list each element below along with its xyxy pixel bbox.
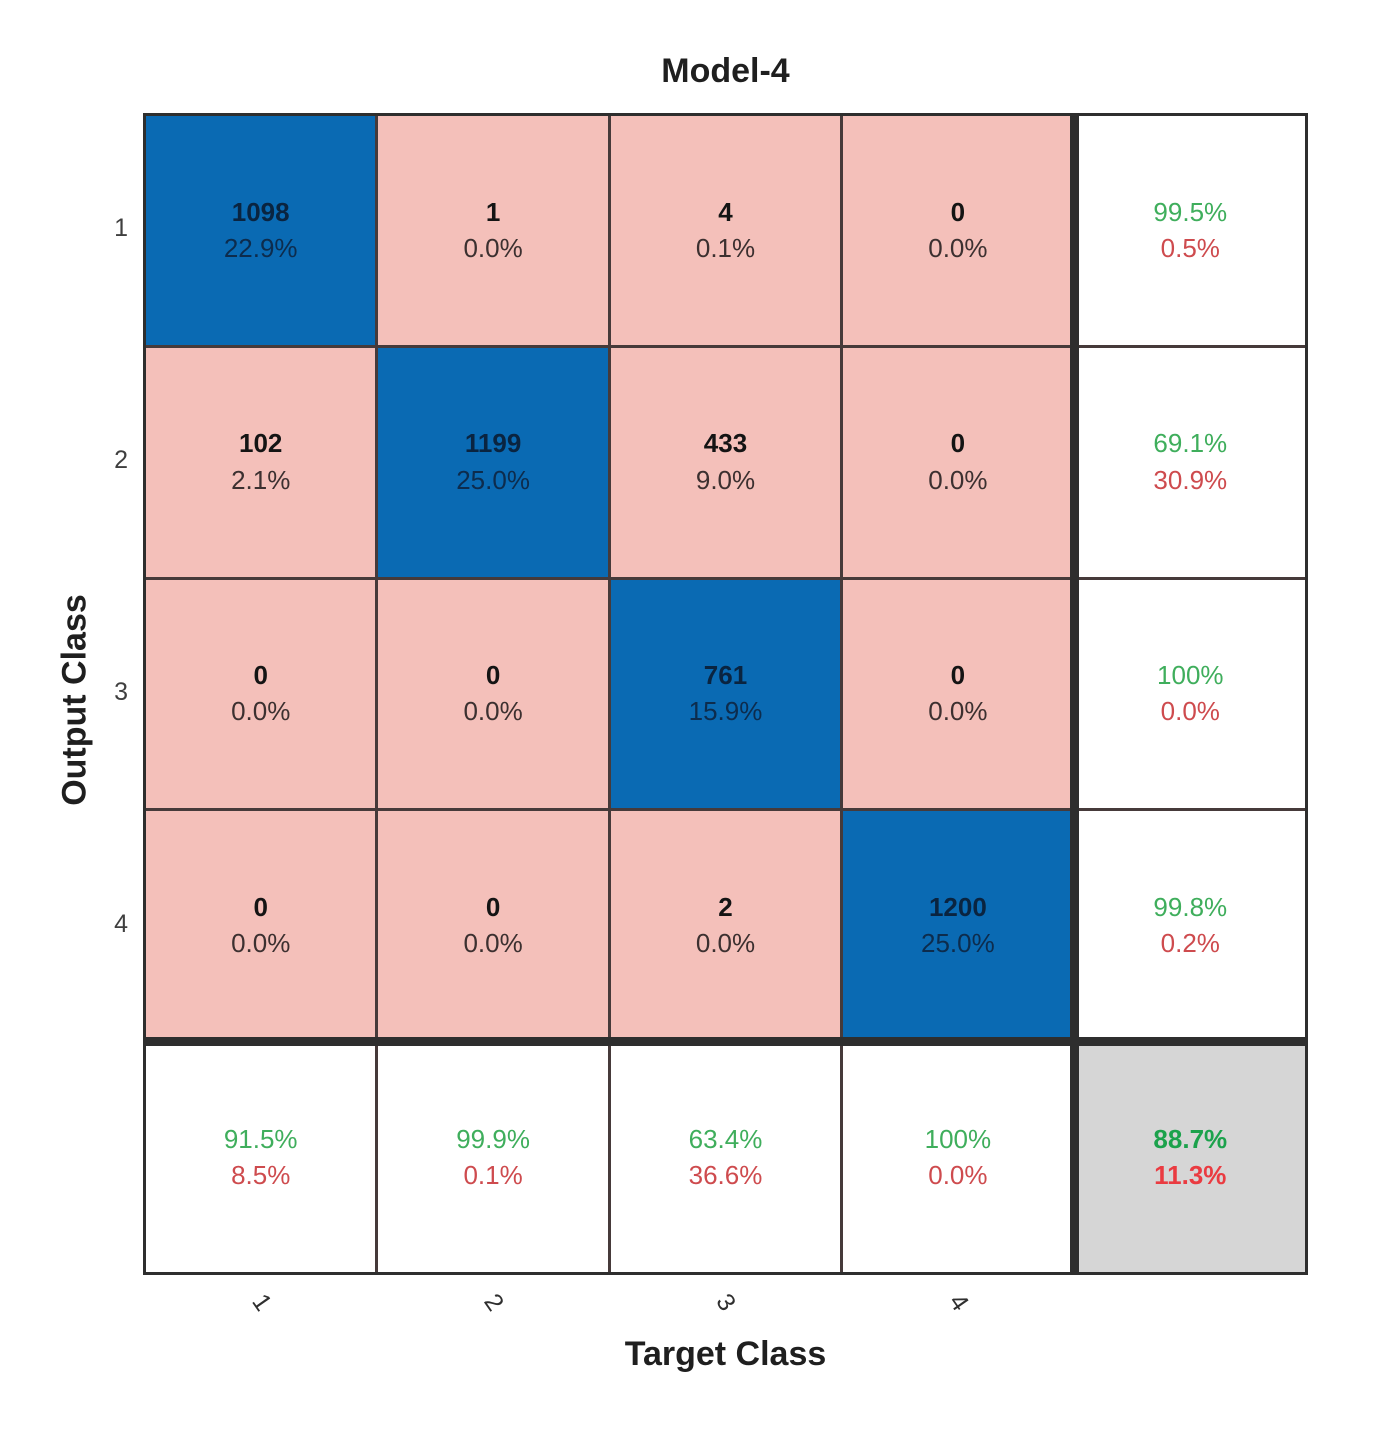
row-summary-cell-4: 99.8% 0.2% (1075, 811, 1305, 1041)
x-tick-3: 3 (710, 1288, 742, 1317)
cell-pct: 0.0% (695, 928, 756, 959)
summary-separator-vertical (1070, 113, 1079, 1275)
cell-count: 0 (950, 660, 966, 691)
cell-pct: 0.0% (463, 928, 523, 959)
matrix-cell-r1c4: 0 0.0% (843, 116, 1073, 345)
cell-count: 102 (239, 428, 283, 459)
overall-error-pct: 11.3% (1154, 1160, 1227, 1191)
summary-green-pct: 100% (1157, 660, 1224, 691)
cell-count: 761 (703, 660, 748, 691)
matrix-cell-r4c2: 0 0.0% (378, 811, 608, 1041)
matrix-cell-r4c3: 2 0.0% (610, 811, 841, 1041)
cell-pct: 0.0% (928, 232, 988, 263)
x-tick-4: 4 (943, 1288, 975, 1317)
summary-green-pct: 99.5% (1153, 196, 1228, 227)
summary-red-pct: 36.6% (688, 1160, 763, 1191)
cell-pct: 0.0% (231, 928, 291, 959)
cell-count: 0 (485, 660, 501, 691)
summary-green-pct: 91.5% (223, 1123, 298, 1154)
matrix-cell-r1c1: 1098 22.9% (146, 116, 376, 345)
cell-pct: 0.0% (928, 464, 988, 495)
y-tick-3: 3 (114, 678, 128, 706)
x-axis-label: Target Class (624, 1335, 827, 1373)
cell-count: 0 (950, 428, 966, 459)
cell-pct: 0.0% (928, 696, 988, 727)
cell-pct: 25.0% (921, 928, 995, 959)
col-summary-cell-3: 63.4% 36.6% (610, 1043, 841, 1272)
matrix-cell-r4c4: 1200 25.0% (843, 811, 1073, 1041)
matrix-cell-r2c1: 102 2.1% (146, 347, 376, 577)
cell-pct: 25.0% (456, 464, 530, 495)
matrix-cell-r2c2: 1199 25.0% (378, 347, 608, 577)
y-tick-2: 2 (114, 446, 128, 474)
col-summary-cell-2: 99.9% 0.1% (378, 1043, 608, 1272)
cell-count: 1199 (464, 428, 522, 459)
x-tick-1: 1 (246, 1288, 278, 1317)
summary-green-pct: 63.4% (688, 1123, 763, 1154)
row-summary-cell-1: 99.5% 0.5% (1075, 116, 1305, 345)
summary-green-pct: 99.9% (456, 1123, 530, 1154)
cell-count: 1098 (231, 196, 290, 227)
matrix-cell-r2c4: 0 0.0% (843, 347, 1073, 577)
cell-pct: 0.0% (231, 696, 291, 727)
cell-count: 1200 (928, 891, 987, 922)
cell-pct: 0.0% (463, 232, 523, 263)
cell-count: 0 (485, 891, 501, 922)
cell-pct: 15.9% (688, 696, 763, 727)
matrix-cell-r4c1: 0 0.0% (146, 811, 376, 1041)
summary-red-pct: 0.1% (463, 1160, 523, 1191)
matrix-cell-r3c1: 0 0.0% (146, 579, 376, 809)
matrix-cell-r2c3: 433 9.0% (610, 347, 841, 577)
cell-pct: 0.0% (463, 696, 523, 727)
overall-accuracy-pct: 88.7% (1153, 1123, 1228, 1154)
cell-pct: 0.1% (695, 232, 756, 263)
summary-red-pct: 8.5% (231, 1160, 291, 1191)
y-tick-4: 4 (114, 910, 128, 938)
summary-red-pct: 0.5% (1160, 232, 1220, 263)
summary-separator-horizontal (143, 1037, 1308, 1046)
cell-count: 0 (253, 891, 268, 922)
cell-count: 433 (703, 428, 748, 459)
col-summary-cell-1: 91.5% 8.5% (146, 1043, 376, 1272)
cell-pct: 2.1% (231, 464, 291, 495)
matrix-cell-r3c2: 0 0.0% (378, 579, 608, 809)
cell-count: 0 (253, 660, 268, 691)
cell-count: 4 (718, 196, 733, 227)
row-summary-cell-3: 100% 0.0% (1075, 579, 1305, 809)
summary-red-pct: 30.9% (1153, 464, 1228, 495)
cell-count: 0 (950, 196, 966, 227)
row-summary-cell-2: 69.1% 30.9% (1075, 347, 1305, 577)
cell-count: 2 (718, 891, 733, 922)
col-summary-cell-4: 100% 0.0% (843, 1043, 1073, 1272)
cell-pct: 22.9% (223, 232, 298, 263)
chart-title: Model-4 (661, 52, 790, 90)
cell-pct: 9.0% (695, 464, 756, 495)
matrix-cell-r3c4: 0 0.0% (843, 579, 1073, 809)
summary-green-pct: 100% (924, 1123, 992, 1154)
matrix-grid: 1098 22.9% 1 0.0% 4 0.1% 0 0.0% 99.5% 0.… (143, 113, 1308, 1275)
overall-accuracy-cell: 88.7% 11.3% (1075, 1043, 1305, 1272)
summary-green-pct: 69.1% (1153, 428, 1228, 459)
matrix-cell-r3c3: 761 15.9% (610, 579, 841, 809)
y-tick-1: 1 (114, 214, 128, 242)
matrix-cell-r1c2: 1 0.0% (378, 116, 608, 345)
cell-count: 1 (485, 196, 501, 227)
x-tick-2: 2 (478, 1288, 510, 1317)
summary-green-pct: 99.8% (1153, 891, 1228, 922)
summary-red-pct: 0.2% (1160, 928, 1220, 959)
summary-red-pct: 0.0% (928, 1160, 988, 1191)
summary-red-pct: 0.0% (1160, 696, 1220, 727)
matrix-cell-r1c3: 4 0.1% (610, 116, 841, 345)
